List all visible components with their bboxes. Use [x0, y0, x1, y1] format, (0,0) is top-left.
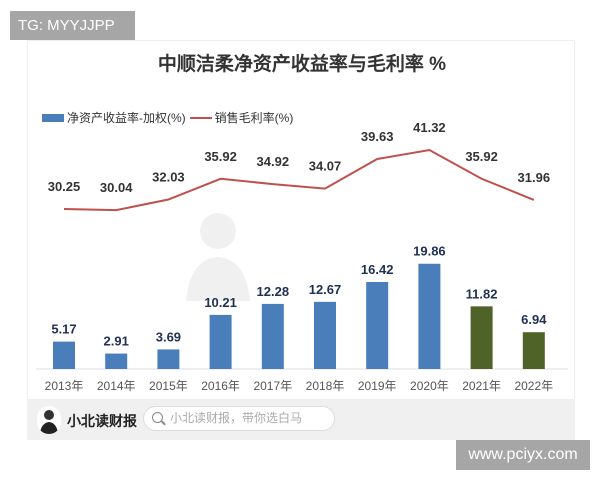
x-tick-label: 2022年 [514, 379, 553, 393]
line-value-label: 30.04 [100, 180, 133, 195]
bar [314, 301, 336, 369]
bar [522, 332, 545, 369]
bar [53, 341, 75, 369]
x-tick-label: 2016年 [201, 379, 240, 393]
legend-line-swatch [189, 116, 212, 119]
brand-name: 小北读财报 [67, 413, 137, 429]
bar [470, 306, 493, 369]
chart-card: 中顺洁柔净资产收益率与毛利率 % 净资产收益率-加权(%) 销售毛利率(%) 5… [27, 40, 575, 400]
bar [261, 303, 284, 369]
bar-value-label: 11.82 [466, 286, 498, 301]
x-tick-label: 2014年 [97, 379, 136, 393]
search-input[interactable]: 小北读财报，带你选白马 [143, 406, 335, 431]
chart-title: 中顺洁柔净资产收益率与毛利率 % [157, 54, 447, 75]
line-value-label: 34.92 [257, 154, 290, 169]
site-label: www.pciyx.com [456, 440, 590, 470]
bar-value-label: 12.28 [257, 284, 290, 299]
bar [418, 263, 441, 369]
line-value-label: 32.03 [152, 170, 185, 185]
bar [366, 281, 389, 369]
x-tick-label: 2020年 [410, 379, 449, 393]
footer: 小北读财报 小北读财报，带你选白马 [27, 400, 575, 440]
line-value-label: 41.32 [413, 120, 446, 135]
line-value-label: 39.63 [361, 129, 394, 144]
bar-value-label: 3.69 [156, 329, 181, 344]
watermark-logo [178, 201, 258, 306]
search-icon [152, 412, 163, 423]
x-tick-label: 2015年 [149, 379, 188, 393]
x-tick-label: 2017年 [253, 379, 292, 393]
bar-value-label: 6.94 [521, 312, 547, 327]
chart-plot: 5.17 2013年 30.25 2.91 2014年 30.04 3.69 2015年 32.… [36, 120, 568, 393]
tg-label: TG: MYYJJPP [10, 11, 135, 40]
bar-value-label: 5.17 [51, 322, 76, 337]
x-tick-label: 2021年 [462, 379, 501, 393]
bar-value-label: 16.42 [361, 262, 394, 277]
line-value-label: 35.92 [204, 149, 237, 164]
bar [157, 349, 180, 369]
x-tick-label: 2018年 [306, 379, 345, 393]
bar-value-label: 10.21 [204, 295, 237, 310]
watermark-avatar-icon [186, 213, 250, 301]
legend-line-label: 销售毛利率(%) [214, 111, 294, 125]
avatar [37, 406, 61, 434]
line-value-label: 35.92 [465, 149, 498, 164]
x-tick-label: 2013年 [45, 379, 84, 393]
legend-bar-swatch [42, 113, 64, 122]
bar-value-label: 2.91 [104, 334, 129, 349]
line-value-label: 34.07 [309, 159, 342, 174]
legend: 净资产收益率-加权(%) 销售毛利率(%) [42, 109, 293, 126]
legend-bar-label: 净资产收益率-加权(%) [67, 111, 186, 125]
bar [209, 314, 232, 369]
search-placeholder: 小北读财报，带你选白马 [170, 411, 303, 425]
bar [105, 353, 128, 369]
line-value-label: 31.96 [518, 170, 551, 185]
bar-value-label: 19.86 [413, 244, 446, 259]
bar-value-label: 12.67 [309, 282, 342, 297]
x-tick-label: 2019年 [358, 379, 397, 393]
gross-margin-line [63, 148, 535, 212]
line-value-label: 30.25 [48, 179, 81, 194]
